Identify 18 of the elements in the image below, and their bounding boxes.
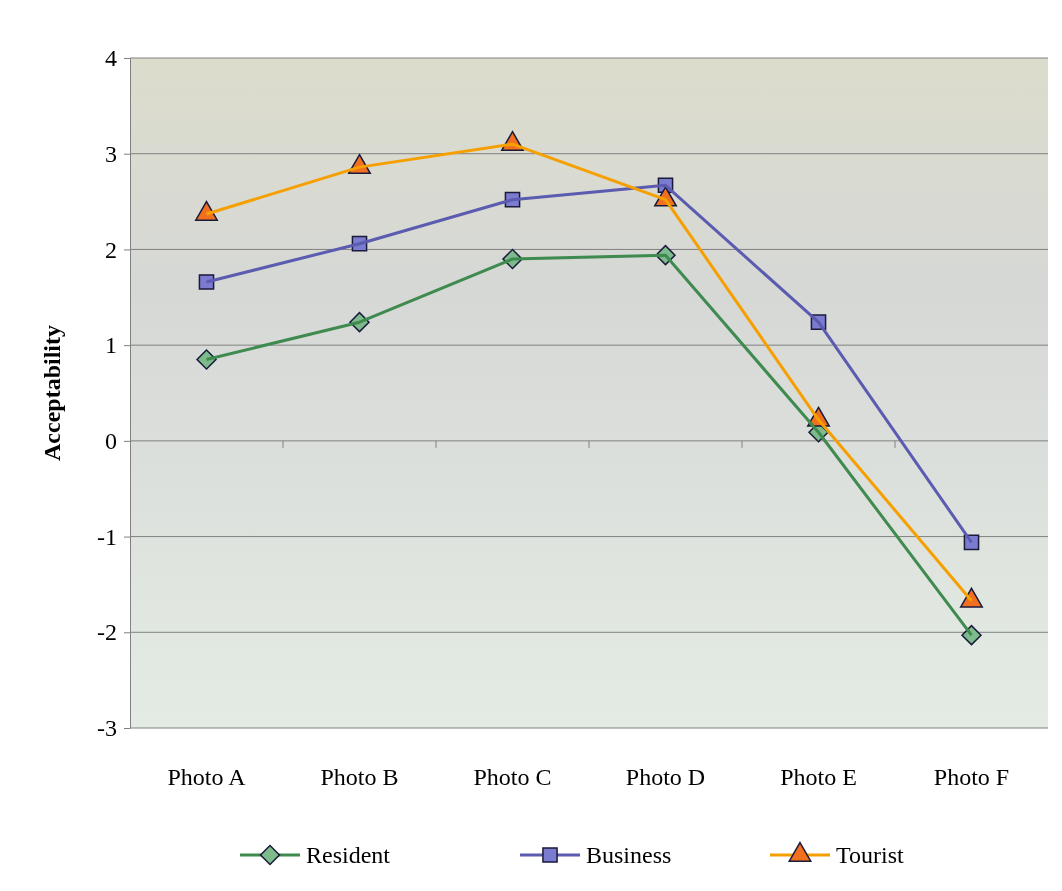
- x-tick-label: Photo A: [167, 764, 247, 790]
- y-tick-label: 2: [105, 236, 117, 263]
- x-tick-label: Photo E: [780, 764, 857, 790]
- y-tick-label: -3: [97, 715, 117, 742]
- y-axis-title: Acceptability: [39, 325, 65, 461]
- x-tick-label: Photo F: [933, 764, 1010, 790]
- legend-label: Resident: [306, 842, 391, 868]
- y-tick-label: 0: [105, 428, 117, 455]
- y-tick-label: -1: [97, 523, 117, 550]
- x-tick-label: Photo C: [473, 764, 552, 790]
- y-tick-label: 3: [105, 140, 117, 167]
- legend-label: Tourist: [836, 842, 904, 868]
- legend-label: Business: [586, 842, 672, 868]
- y-tick-label: 4: [105, 45, 117, 72]
- y-tick-label: -2: [97, 619, 117, 646]
- x-tick-label: Photo D: [625, 764, 706, 790]
- x-tick-label: Photo B: [320, 764, 399, 790]
- y-tick-label: 1: [105, 332, 117, 359]
